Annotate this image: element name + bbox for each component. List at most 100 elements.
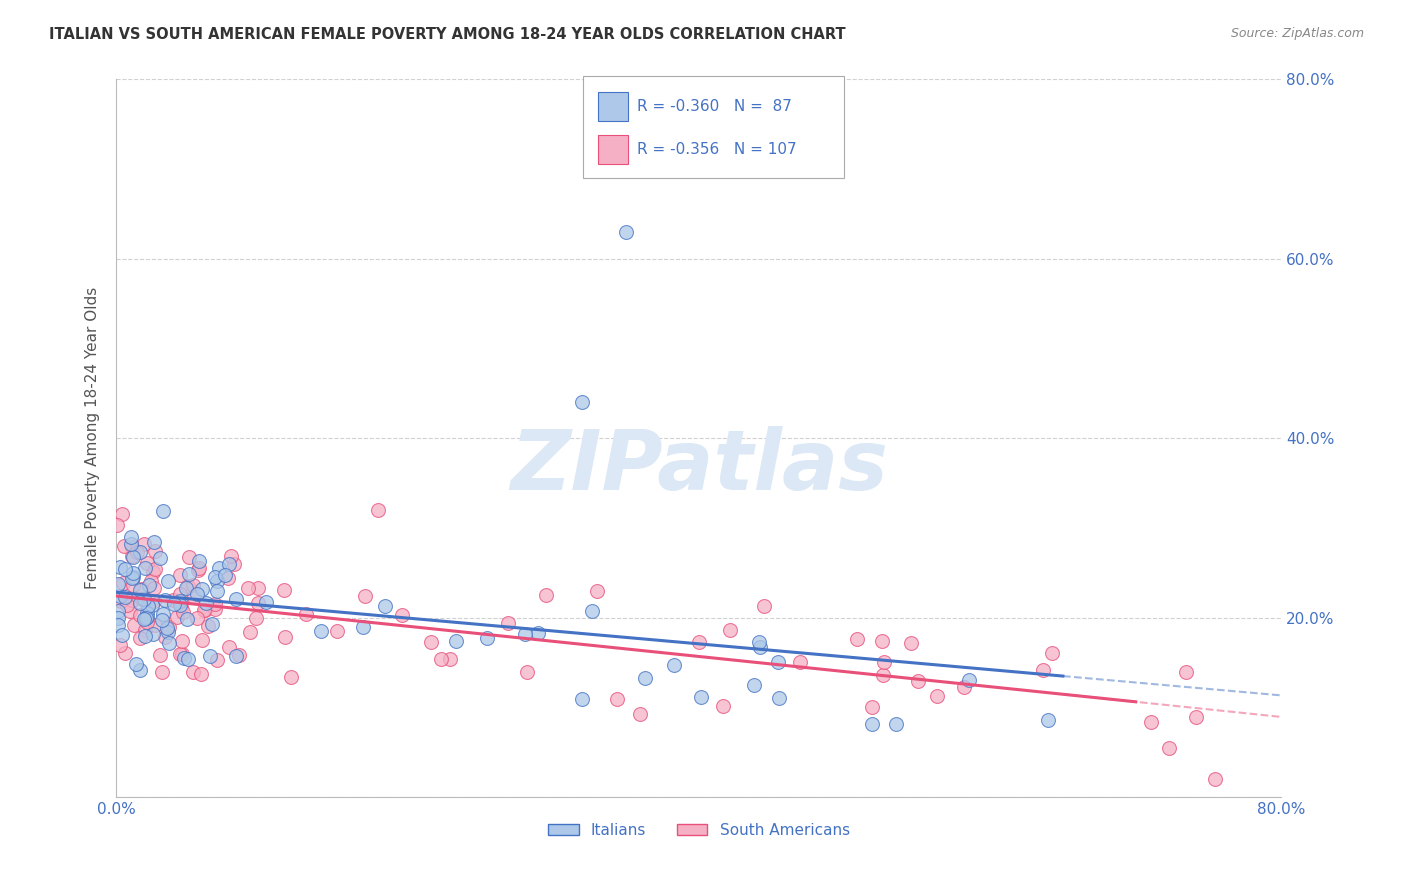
Point <box>218 557 240 571</box>
Point <box>132 537 155 551</box>
Point <box>614 225 637 239</box>
Point <box>152 665 174 680</box>
Point <box>925 689 948 703</box>
Point <box>444 633 467 648</box>
Point <box>204 597 226 611</box>
Point <box>177 567 200 582</box>
Point <box>884 717 907 731</box>
Text: R = -0.360   N =  87: R = -0.360 N = 87 <box>637 99 792 114</box>
Point <box>169 648 191 662</box>
Point <box>177 579 200 593</box>
Point <box>1157 740 1180 755</box>
Point <box>152 607 174 621</box>
Point <box>169 599 191 613</box>
Point <box>374 599 396 614</box>
Point <box>112 575 135 590</box>
Point <box>846 632 869 646</box>
Point <box>162 593 184 607</box>
Point <box>163 597 186 611</box>
Point <box>571 395 593 409</box>
Point <box>114 647 136 661</box>
Point <box>149 648 172 662</box>
Point <box>208 560 231 574</box>
Point <box>108 638 131 652</box>
Point <box>311 624 333 639</box>
Point <box>121 549 143 563</box>
Point <box>419 635 441 649</box>
Point <box>107 576 129 591</box>
Point <box>121 566 143 581</box>
Point <box>872 667 894 681</box>
Point <box>176 612 198 626</box>
Point <box>527 625 550 640</box>
Point <box>135 615 157 629</box>
Point <box>125 544 148 558</box>
Point <box>136 556 159 570</box>
Text: Source: ZipAtlas.com: Source: ZipAtlas.com <box>1230 27 1364 40</box>
Point <box>173 651 195 665</box>
Point <box>1184 710 1206 724</box>
Point <box>121 571 143 585</box>
Point <box>224 557 246 571</box>
Point <box>1174 665 1197 679</box>
Point <box>225 591 247 606</box>
Point <box>157 574 180 589</box>
Point <box>628 706 651 721</box>
Point <box>688 635 710 649</box>
Point <box>179 549 201 564</box>
Point <box>207 653 229 667</box>
Point <box>129 582 152 597</box>
Point <box>134 623 156 637</box>
Point <box>108 590 131 604</box>
Point <box>107 604 129 618</box>
Point <box>170 647 193 661</box>
Point <box>280 670 302 684</box>
Point <box>139 574 162 589</box>
Point <box>187 563 209 577</box>
Point <box>900 636 922 650</box>
Point <box>131 582 153 596</box>
Point <box>134 629 156 643</box>
Point <box>634 671 657 685</box>
Point <box>121 537 143 551</box>
Point <box>172 605 194 619</box>
Point <box>1140 714 1163 729</box>
Point <box>766 655 789 669</box>
Point <box>496 615 519 630</box>
Point <box>711 698 734 713</box>
Point <box>135 610 157 624</box>
Point <box>142 581 165 595</box>
Point <box>205 574 228 588</box>
Point <box>515 626 537 640</box>
Point <box>107 618 129 632</box>
Point <box>768 690 790 705</box>
Point <box>748 635 770 649</box>
Point <box>166 610 188 624</box>
Point <box>115 598 138 612</box>
Point <box>157 636 180 650</box>
Point <box>141 598 163 612</box>
Point <box>219 549 242 564</box>
Point <box>181 578 204 592</box>
Point <box>153 593 176 607</box>
Point <box>150 613 173 627</box>
Point <box>193 603 215 617</box>
Point <box>128 664 150 678</box>
Point <box>585 584 607 599</box>
Point <box>128 631 150 645</box>
Point <box>197 619 219 633</box>
Point <box>194 603 217 617</box>
Point <box>114 590 136 604</box>
Point <box>111 628 134 642</box>
Point <box>120 530 142 544</box>
Point <box>581 604 603 618</box>
Point <box>143 562 166 576</box>
Point <box>138 578 160 592</box>
Point <box>1204 772 1226 787</box>
Point <box>186 611 208 625</box>
Point <box>186 587 208 601</box>
Point <box>439 652 461 666</box>
Point <box>195 596 218 610</box>
Point <box>132 592 155 607</box>
Point <box>236 582 259 596</box>
